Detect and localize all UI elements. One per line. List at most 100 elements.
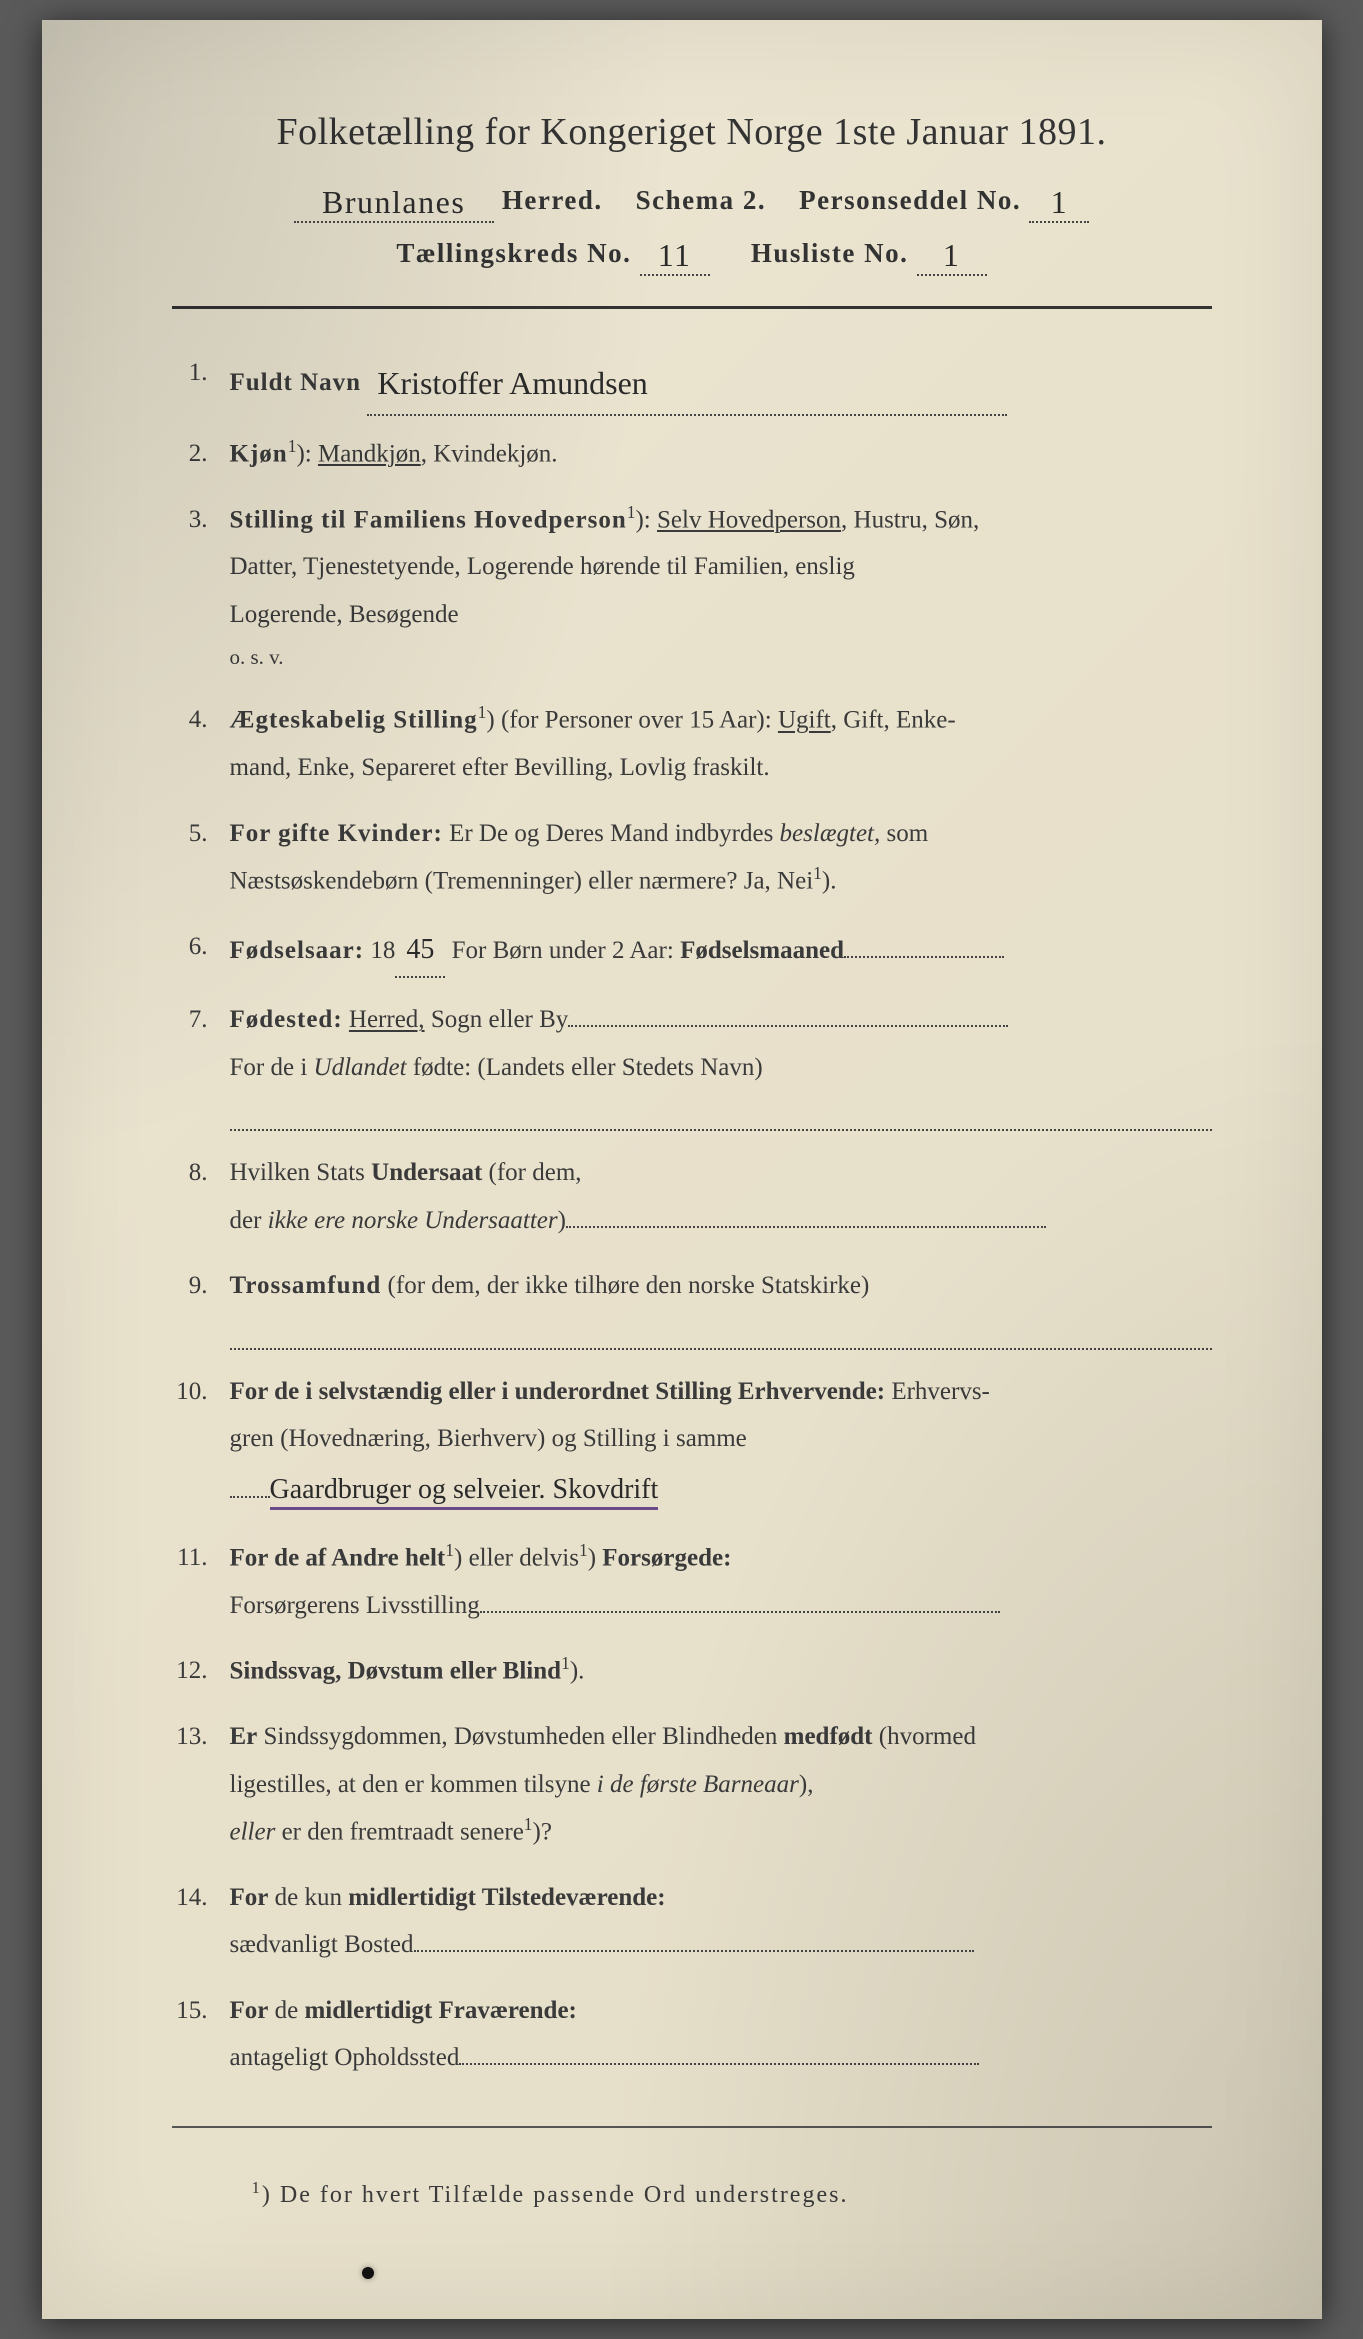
- text: ): [558, 1207, 566, 1234]
- item-num: 8.: [172, 1149, 230, 1244]
- selected-option: Ugift: [778, 707, 831, 734]
- item-label: Fuldt Navn: [230, 369, 362, 396]
- text: (for dem,: [482, 1159, 581, 1186]
- blank-field: [414, 1950, 974, 1952]
- blank-field: [568, 1025, 1008, 1027]
- item-num: 4.: [172, 696, 230, 791]
- handwritten-line: Gaardbruger og selveier. Skovdrift: [230, 1463, 1212, 1516]
- blank-field: [459, 2063, 979, 2065]
- text: Er De og Deres Mand indbyrdes: [443, 820, 780, 847]
- year-prefix: 18: [364, 937, 395, 964]
- text: ):: [296, 440, 318, 467]
- item-num: 1.: [172, 349, 230, 412]
- item-body: Sindssvag, Døvstum eller Blind1).: [230, 1647, 1212, 1695]
- item-body: For de midlertidigt Fraværende: antageli…: [230, 1987, 1212, 2082]
- item-body: Er Sindssygdommen, Døvstumheden eller Bl…: [230, 1713, 1212, 1856]
- italic-text: beslægtet,: [780, 820, 881, 847]
- item-num: 14.: [172, 1874, 230, 1969]
- continuation: o. s. v.: [230, 638, 1212, 678]
- text: Forsørgerens Livsstilling: [230, 1592, 480, 1619]
- item-9: 9. Trossamfund (for dem, der ikke tilhør…: [172, 1262, 1212, 1350]
- text: ).: [822, 868, 837, 895]
- item-num: 15.: [172, 1987, 230, 2082]
- item-7: 7. Fødested: Herred, Sogn eller By For d…: [172, 996, 1212, 1131]
- item-num: 2.: [172, 430, 230, 478]
- item-body: Hvilken Stats Undersaat (for dem, der ik…: [230, 1149, 1212, 1244]
- item-body: Ægteskabelig Stilling1) (for Personer ov…: [230, 696, 1212, 791]
- item-5: 5. For gifte Kvinder: Er De og Deres Man…: [172, 810, 1212, 905]
- selected-option: Herred,: [349, 1006, 425, 1033]
- continuation: antageligt Opholdssted: [230, 2034, 1212, 2082]
- text: ).: [570, 1658, 585, 1685]
- item-label: Kjøn: [230, 440, 288, 467]
- selected-option: Selv Hovedperson: [657, 506, 841, 533]
- form-header: Folketælling for Kongeriget Norge 1ste J…: [172, 110, 1212, 272]
- text: Næstsøskendebørn (Tremenninger) eller næ…: [230, 868, 814, 895]
- footnote-marker: 1: [252, 2178, 262, 2197]
- herred-handwritten: Brunlanes: [294, 184, 494, 223]
- text: sædvanligt Bosted: [230, 1931, 414, 1958]
- item-body: Kjøn1): Mandkjøn, Kvindekjøn.: [230, 430, 1212, 478]
- text: de: [268, 1997, 304, 2024]
- personseddel-label: Personseddel No.: [799, 185, 1021, 215]
- item-body: Fuldt Navn Kristoffer Amundsen: [230, 349, 1212, 412]
- item-label: For: [230, 1884, 269, 1911]
- italic-text: i de første Barneaar: [597, 1771, 799, 1798]
- continuation: eller er den fremtraadt senere1)?: [230, 1808, 1212, 1856]
- blank-field: [230, 1496, 270, 1498]
- item-label: For: [230, 1997, 269, 2024]
- italic-text: ikke ere norske Undersaatter: [268, 1207, 558, 1234]
- item-num: 12.: [172, 1647, 230, 1695]
- item-num: 5.: [172, 810, 230, 905]
- item-1: 1. Fuldt Navn Kristoffer Amundsen: [172, 349, 1212, 412]
- item-10: 10. For de i selvstændig eller i underor…: [172, 1368, 1212, 1516]
- text: Sindssygdommen, Døvstumheden eller Blind…: [257, 1723, 783, 1750]
- header-divider: [172, 306, 1212, 309]
- footnote-ref: 1: [579, 1540, 588, 1560]
- item-num: 7.: [172, 996, 230, 1131]
- bold-text: Undersaat: [371, 1159, 482, 1186]
- item-num: 10.: [172, 1368, 230, 1516]
- form-title: Folketælling for Kongeriget Norge 1ste J…: [172, 110, 1212, 154]
- continuation: mand, Enke, Separeret efter Bevilling, L…: [230, 744, 1212, 792]
- item-11: 11. For de af Andre helt1) eller delvis1…: [172, 1534, 1212, 1629]
- footnote-divider: [172, 2126, 1212, 2128]
- italic-text: eller: [230, 1818, 276, 1845]
- text: der: [230, 1207, 268, 1234]
- text: (for dem, der ikke tilhøre den norske St…: [381, 1272, 869, 1299]
- continuation: Næstsøskendebørn (Tremenninger) eller næ…: [230, 857, 1212, 905]
- blank-line: [230, 1310, 1212, 1350]
- item-label: For gifte Kvinder:: [230, 820, 443, 847]
- item-15: 15. For de midlertidigt Fraværende: anta…: [172, 1987, 1212, 2082]
- item-body: For gifte Kvinder: Er De og Deres Mand i…: [230, 810, 1212, 905]
- personseddel-no: 1: [1029, 184, 1089, 223]
- continuation: gren (Hovednæring, Bierhverv) og Stillin…: [230, 1415, 1212, 1463]
- herred-label: Herred.: [502, 185, 603, 215]
- bold-text: midlertidigt Tilstedeværende:: [348, 1884, 665, 1911]
- text: ):: [635, 506, 657, 533]
- footnote-ref: 1: [445, 1540, 454, 1560]
- text: For de i: [230, 1054, 314, 1081]
- footnote-text: ) De for hvert Tilfælde passende Ord und…: [262, 2182, 849, 2208]
- occupation-handwritten: Gaardbruger og selveier. Skovdrift: [270, 1474, 659, 1510]
- form-items: 1. Fuldt Navn Kristoffer Amundsen 2. Kjø…: [172, 349, 1212, 2082]
- item-body: For de i selvstændig eller i underordnet…: [230, 1368, 1212, 1516]
- kreds-no: 11: [640, 237, 710, 276]
- footnote-ref: 1: [561, 1653, 570, 1673]
- text: som: [880, 820, 928, 847]
- continuation: ligestilles, at den er kommen tilsyne i …: [230, 1761, 1212, 1809]
- item-label: Hvilken Stats: [230, 1159, 372, 1186]
- husliste-no: 1: [917, 237, 987, 276]
- text: ) eller delvis: [454, 1544, 579, 1571]
- item-label: Fødselsaar:: [230, 937, 365, 964]
- blank-field: [844, 956, 1004, 958]
- continuation: Datter, Tjenestetyende, Logerende hørend…: [230, 543, 1212, 591]
- text: fødte: (Landets eller Stedets Navn): [407, 1054, 763, 1081]
- continuation: sædvanligt Bosted: [230, 1921, 1212, 1969]
- item-body: Trossamfund (for dem, der ikke tilhøre d…: [230, 1262, 1212, 1350]
- subheader-line-2: Tællingskreds No. 11 Husliste No. 1: [172, 233, 1212, 272]
- selected-option: Mandkjøn: [318, 440, 421, 467]
- footnote-ref: 1: [813, 863, 822, 883]
- item-14: 14. For de kun midlertidigt Tilstedevære…: [172, 1874, 1212, 1969]
- bold-text: medfødt: [784, 1723, 873, 1750]
